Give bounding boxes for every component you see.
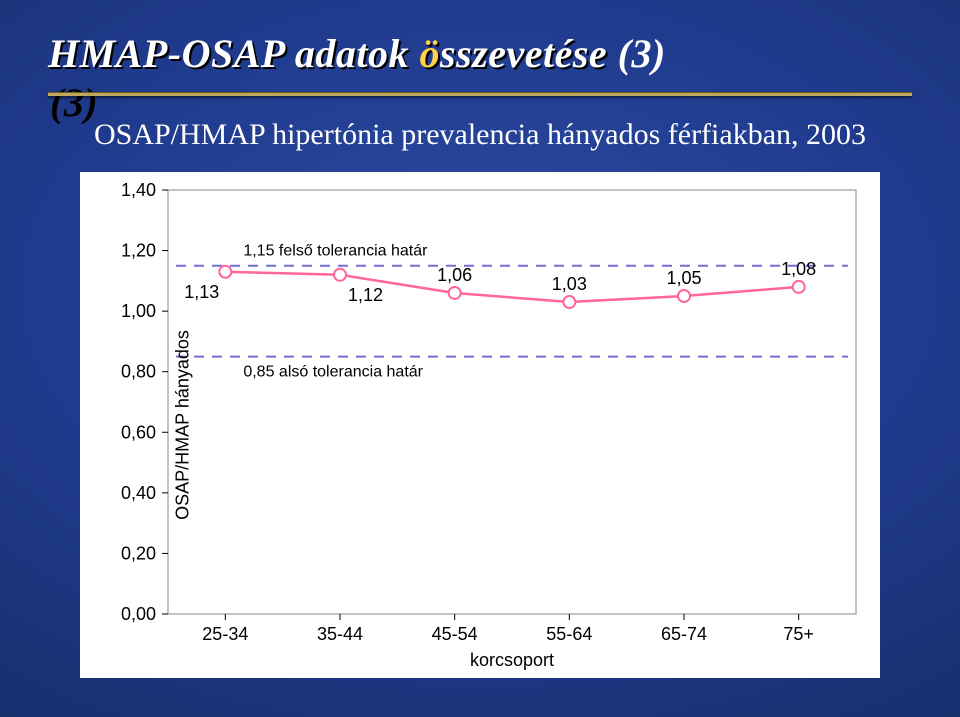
svg-text:1,15 felső tolerancia határ: 1,15 felső tolerancia határ: [243, 243, 428, 260]
slide: HMAP-OSAP adatok összevetése (3) HMAP-OS…: [0, 0, 960, 717]
svg-text:1,20: 1,20: [121, 241, 156, 261]
svg-text:35-44: 35-44: [317, 624, 363, 644]
svg-text:1,08: 1,08: [781, 259, 816, 279]
chart-svg: 0,00 0,20 0,40 0,60 0,80 1,00 1,20 1,40 25-34 35-…: [80, 172, 880, 678]
svg-text:1,06: 1,06: [437, 265, 472, 285]
svg-text:75+: 75+: [783, 624, 814, 644]
svg-text:65-74: 65-74: [661, 624, 707, 644]
svg-text:0,00: 0,00: [121, 604, 156, 624]
svg-text:0,60: 0,60: [121, 422, 156, 442]
svg-text:25-34: 25-34: [202, 624, 248, 644]
svg-text:1,00: 1,00: [121, 301, 156, 321]
title-underline: [48, 92, 912, 96]
svg-text:0,40: 0,40: [121, 483, 156, 503]
y-axis-label: OSAP/HMAP hányados: [172, 330, 193, 520]
svg-text:1,40: 1,40: [121, 180, 156, 200]
svg-text:45-54: 45-54: [432, 624, 478, 644]
title-suffix: sszevetése (3): [440, 31, 666, 76]
chart-container: OSAP/HMAP hányados 0,00 0,20 0,40 0,60 0,80 1…: [80, 172, 880, 678]
svg-text:1,12: 1,12: [348, 285, 383, 305]
svg-text:0,80: 0,80: [121, 362, 156, 382]
svg-text:0,85 alsó tolerancia határ: 0,85 alsó tolerancia határ: [243, 364, 423, 381]
svg-text:1,05: 1,05: [666, 268, 701, 288]
slide-title-main: HMAP-OSAP adatok összevetése (3): [48, 31, 666, 76]
slide-title: HMAP-OSAP adatok összevetése (3) HMAP-OS…: [48, 30, 666, 77]
svg-text:korcsoport: korcsoport: [470, 650, 554, 670]
svg-text:0,20: 0,20: [121, 543, 156, 563]
svg-text:1,03: 1,03: [552, 274, 587, 294]
title-prefix: HMAP-OSAP adatok: [48, 31, 420, 76]
slide-subtitle: OSAP/HMAP hipertónia prevalencia hányado…: [0, 118, 960, 152]
svg-text:55-64: 55-64: [546, 624, 592, 644]
svg-text:1,13: 1,13: [184, 282, 219, 302]
title-accent: ö: [420, 31, 441, 76]
